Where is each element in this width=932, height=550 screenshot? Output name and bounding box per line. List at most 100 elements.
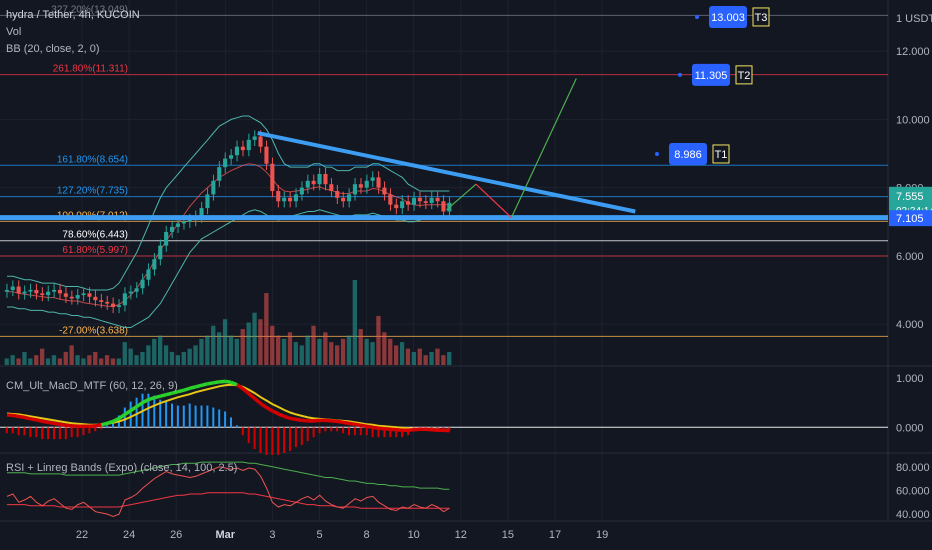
- fib-label: 161.80%(8.654): [57, 154, 128, 165]
- macd-line-segment: [183, 386, 191, 392]
- rsi-legend[interactable]: RSI + Linreg Bands (Expo) (close, 14, 10…: [6, 462, 238, 474]
- candle-body: [181, 221, 186, 224]
- macd-line-segment: [154, 394, 161, 400]
- macd-histogram-bar: [29, 427, 32, 438]
- macd-line-segment: [112, 416, 120, 423]
- volume-bar: [399, 342, 405, 365]
- volume-bar: [429, 351, 434, 365]
- volume-bar: [394, 345, 399, 365]
- vol-legend[interactable]: Vol: [6, 26, 22, 38]
- candle-body: [140, 279, 145, 289]
- targets[interactable]: 8.986 T1 11.305 T2 13.003 T3: [655, 5, 770, 165]
- volume-bar: [346, 335, 352, 365]
- macd-histogram-bar: [306, 427, 309, 442]
- macd-legend[interactable]: CM_Ult_MacD_MTF (60, 12, 26, 9): [6, 380, 178, 392]
- time-axis-tick: 24: [123, 529, 135, 541]
- rsi-axis-tick: 60.000: [896, 485, 930, 497]
- candle-body: [187, 220, 192, 222]
- macd-histogram-bar: [442, 427, 445, 430]
- candle-body: [370, 177, 375, 181]
- candle-body: [264, 146, 269, 164]
- fib-label: 78.60%(6.443): [62, 230, 128, 241]
- macd-line-segment: [201, 382, 208, 387]
- time-axis-tick: 8: [364, 529, 370, 541]
- candle-body: [376, 177, 381, 188]
- candle-body: [116, 305, 121, 308]
- candle-body: [128, 291, 133, 294]
- symbol-title[interactable]: hydra / Tether, 4h, KUCOIN: [6, 9, 140, 21]
- candle-body: [57, 289, 62, 294]
- volume-bar: [382, 332, 387, 365]
- candle-body: [93, 296, 98, 301]
- macd-histogram-bar: [159, 399, 162, 428]
- price-axis[interactable]: 1.000 0.000 80.000 60.000 40.000 1 USDT 12.000…: [889, 13, 932, 521]
- bb-lower: [7, 209, 450, 328]
- macd-line-segment: [236, 383, 244, 391]
- candle-body: [394, 204, 399, 209]
- volume-bar: [264, 293, 269, 365]
- macd-axis-tick: 0.000: [896, 422, 924, 434]
- candle-body: [240, 146, 245, 151]
- candle-body: [34, 289, 39, 294]
- volume-bar: [22, 351, 27, 365]
- macd-histogram-bar: [112, 421, 114, 428]
- price-axis-unit: 1 USDT: [896, 13, 932, 25]
- candle-body: [411, 197, 416, 205]
- time-axis-tick: 22: [76, 529, 88, 541]
- macd-histogram-bar: [200, 405, 203, 428]
- bb-legend[interactable]: BB (20, close, 2, 0): [6, 43, 100, 55]
- macd-histogram-bar: [241, 427, 244, 436]
- candle-body: [388, 194, 393, 205]
- candle-body: [46, 291, 51, 296]
- candle-body: [16, 286, 21, 294]
- macd-line-segment: [372, 425, 379, 431]
- macd-line-segment: [189, 385, 197, 390]
- volume-bar: [93, 351, 98, 365]
- macd-line-segment: [135, 401, 144, 408]
- macd-line-segment: [247, 392, 256, 400]
- candle-body: [199, 208, 204, 217]
- macd-line-segment: [42, 419, 49, 425]
- volume-bar: [411, 351, 416, 365]
- macd-histogram-bar: [35, 427, 38, 438]
- macd-histogram-bar: [64, 427, 67, 440]
- candle-body: [87, 293, 92, 297]
- candle-body: [211, 180, 216, 195]
- volume-bar: [435, 348, 440, 365]
- macd-line-segment: [171, 390, 179, 395]
- bollinger-bands: [7, 115, 450, 328]
- rsi-upper-band: [7, 461, 450, 490]
- macd-line-segment: [106, 419, 114, 426]
- candle-body: [175, 223, 180, 227]
- volume-bar: [417, 348, 422, 365]
- candle-body: [364, 180, 369, 188]
- time-axis[interactable]: 22 24 26 Mar 3 5 8 10 12 15 17 19: [76, 529, 608, 541]
- volume-bar: [169, 351, 175, 365]
- volume-bar: [140, 351, 145, 365]
- macd-histogram-bar: [176, 405, 179, 428]
- time-axis-tick: 19: [596, 529, 608, 541]
- candle-body: [423, 201, 428, 203]
- target-price-label: 11.305: [695, 70, 728, 82]
- volume-bar: [45, 358, 51, 365]
- target-price-box: [692, 63, 730, 86]
- macd-histogram-bar: [383, 427, 386, 438]
- time-axis-tick: 17: [549, 529, 561, 541]
- candle-body: [234, 146, 239, 156]
- time-axis-tick: 3: [269, 529, 275, 541]
- macd-line-segment: [366, 424, 374, 430]
- price-axis-tick: 10.000: [896, 114, 930, 126]
- macd-histogram-bar: [212, 407, 215, 428]
- volume-bar: [340, 338, 346, 365]
- candle-body: [158, 245, 163, 260]
- volume-bar: [423, 355, 428, 365]
- macd-histogram-bar: [300, 427, 303, 446]
- volume-bar: [276, 335, 281, 365]
- volume-bar: [16, 358, 21, 365]
- candle-body: [52, 289, 57, 292]
- volume-bar: [34, 355, 39, 365]
- candle-body: [311, 180, 316, 185]
- drawings[interactable]: [0, 78, 888, 221]
- volume-bar: [104, 355, 110, 365]
